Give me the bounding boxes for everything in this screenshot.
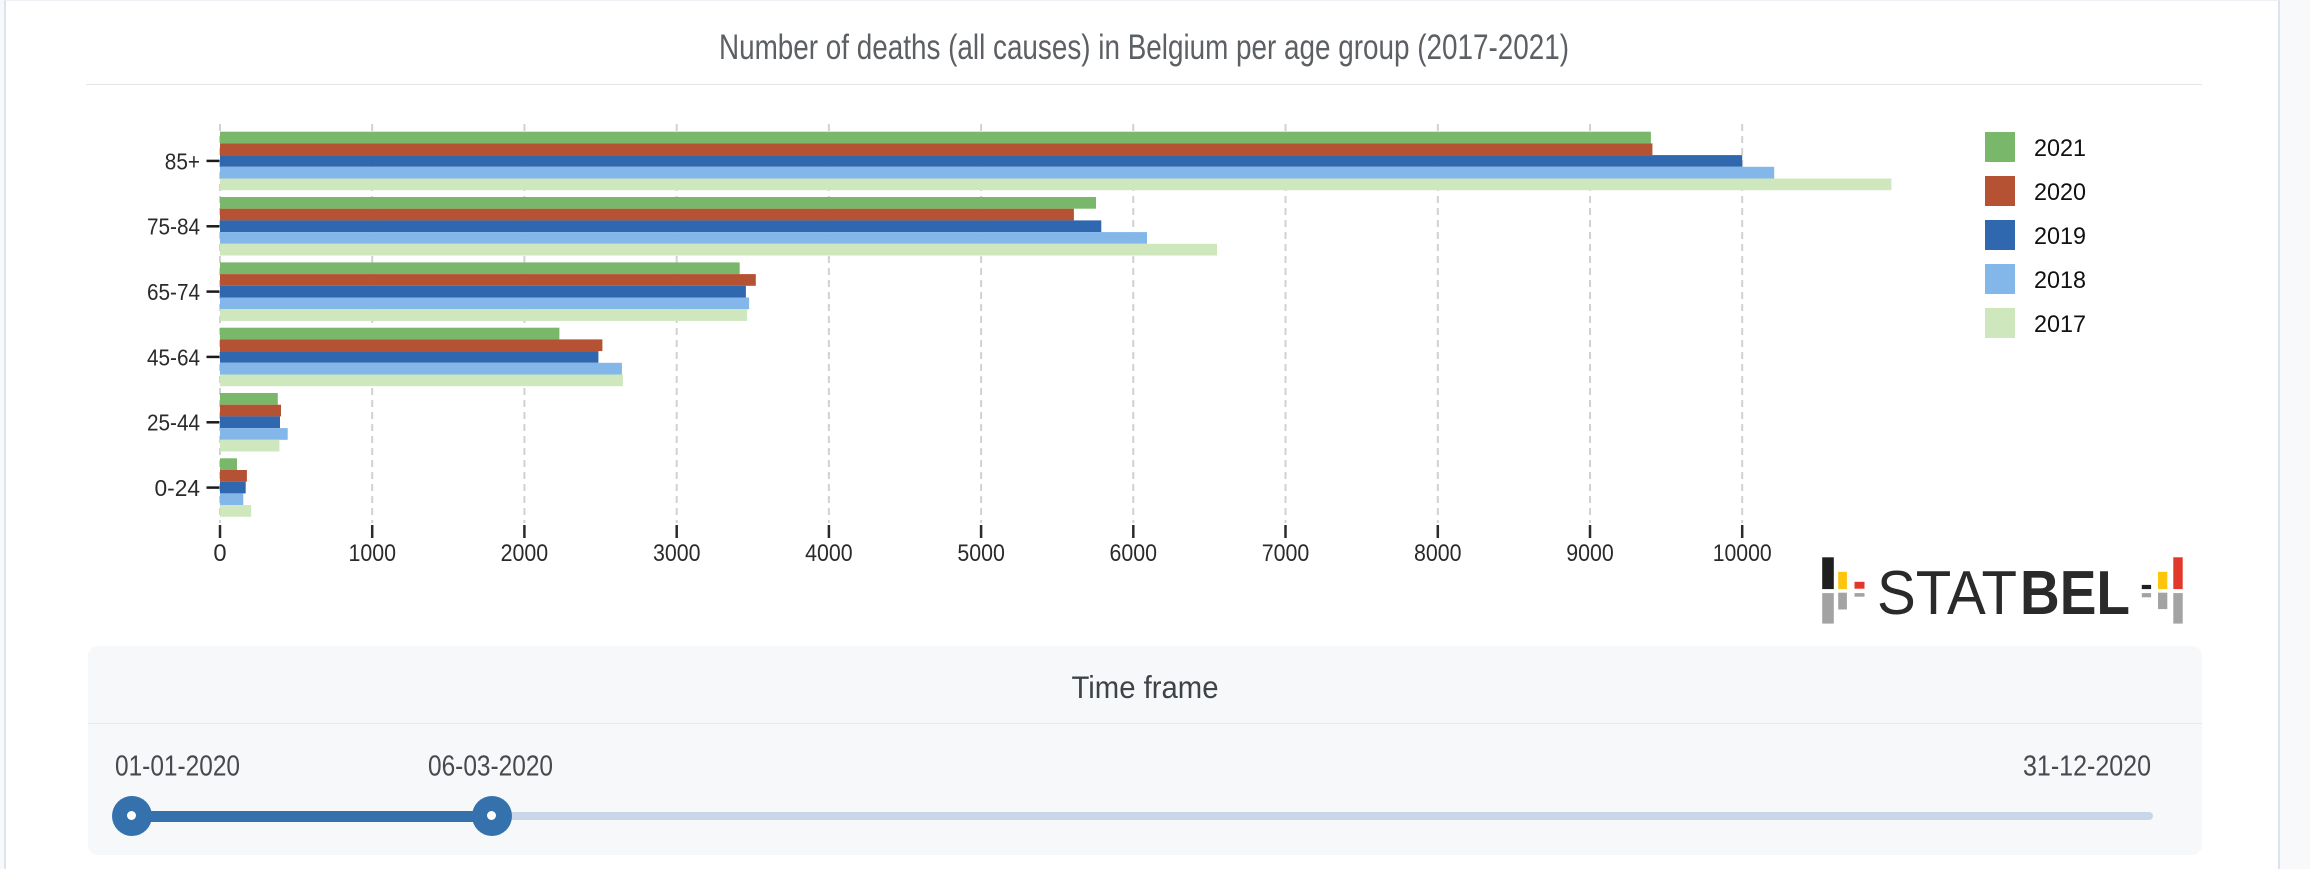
svg-text:7000: 7000	[1262, 540, 1310, 567]
svg-text:BEL: BEL	[2020, 559, 2130, 628]
svg-text:2019: 2019	[2034, 223, 2086, 250]
svg-text:65-74: 65-74	[147, 279, 200, 305]
svg-text:6000: 6000	[1110, 540, 1158, 567]
svg-text:Number of deaths (all causes): Number of deaths (all causes) in Belgium…	[719, 28, 1569, 67]
svg-text:8000: 8000	[1414, 540, 1462, 567]
svg-text:2018: 2018	[2034, 267, 2086, 294]
svg-text:01-01-2020: 01-01-2020	[115, 751, 240, 783]
svg-text:06-03-2020: 06-03-2020	[428, 751, 553, 783]
svg-text:2021: 2021	[2034, 135, 2086, 162]
svg-text:2020: 2020	[2034, 179, 2086, 206]
svg-text:Time frame: Time frame	[1072, 669, 1219, 705]
svg-text:45-64: 45-64	[147, 344, 200, 370]
svg-text:STAT: STAT	[1877, 559, 2017, 628]
svg-text:4000: 4000	[805, 540, 853, 567]
svg-text:1000: 1000	[348, 540, 396, 567]
svg-text:10000: 10000	[1713, 540, 1772, 567]
svg-text:85+: 85+	[165, 148, 200, 174]
svg-text:3000: 3000	[653, 540, 701, 567]
svg-text:5000: 5000	[957, 540, 1005, 567]
svg-text:31-12-2020: 31-12-2020	[2023, 751, 2151, 783]
svg-text:75-84: 75-84	[147, 214, 200, 240]
svg-text:2000: 2000	[501, 540, 549, 567]
svg-text:2017: 2017	[2034, 311, 2086, 338]
svg-text:9000: 9000	[1566, 540, 1614, 567]
svg-text:0: 0	[213, 540, 226, 567]
svg-text:0-24: 0-24	[155, 475, 201, 501]
svg-text:25-44: 25-44	[147, 410, 200, 436]
